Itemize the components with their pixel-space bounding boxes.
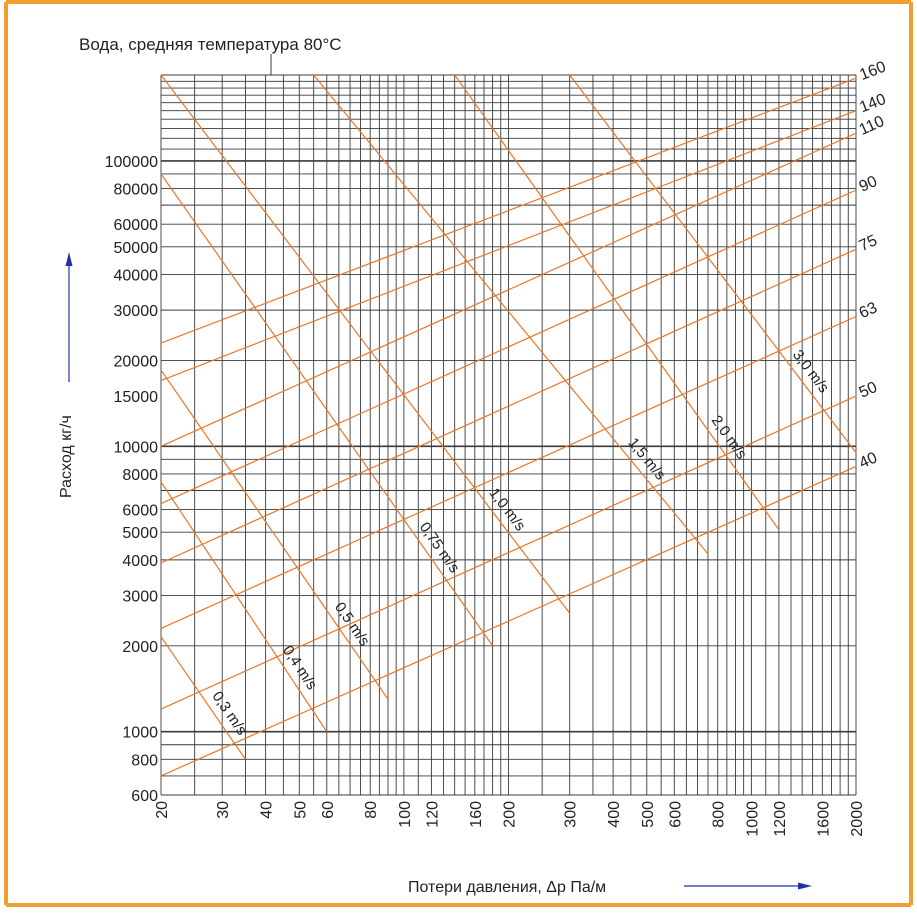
x-axis-label: Потери давления, Δp Па/м xyxy=(408,879,606,896)
velocity-label-3-0-m-s: 3,0 m/s xyxy=(789,347,832,396)
chart-title: Вода, средняя температура 80°C xyxy=(79,35,342,54)
y-tick-labels: 600 800 1000 2000 3000 4000 5000 6000 8000 10000 1… xyxy=(105,154,158,805)
y-axis-arrow xyxy=(65,252,73,382)
y-tick-label-50000: 50000 xyxy=(114,240,159,257)
diameter-label-90: 90 xyxy=(857,173,880,196)
y-tick-label-100000: 100000 xyxy=(105,154,158,171)
x-tick-label-400: 400 xyxy=(606,801,623,828)
diameter-line-140 xyxy=(160,110,857,382)
y-tick-label-5000: 5000 xyxy=(122,525,158,542)
velocity-line-1-0-m-s xyxy=(160,74,571,614)
diameter-line-160 xyxy=(160,77,857,344)
y-grid xyxy=(161,74,856,796)
velocity-line-2-0-m-s xyxy=(454,74,780,531)
x-tick-label-160: 160 xyxy=(468,801,485,828)
x-tick-label-50: 50 xyxy=(292,801,309,819)
x-tick-label-1600: 1600 xyxy=(815,801,832,837)
y-tick-label-40000: 40000 xyxy=(114,267,159,284)
y-tick-label-800: 800 xyxy=(131,752,158,769)
y-tick-label-4000: 4000 xyxy=(122,553,158,570)
diameter-label-63: 63 xyxy=(857,299,880,322)
diameter-label-140: 140 xyxy=(857,91,888,117)
x-axis-arrow xyxy=(684,882,812,890)
velocity-line-0-3-m-s xyxy=(160,636,246,760)
x-tick-label-800: 800 xyxy=(711,801,728,828)
x-tick-label-80: 80 xyxy=(363,801,380,819)
y-tick-label-30000: 30000 xyxy=(114,303,159,320)
velocity-line-0-75-m-s xyxy=(160,173,494,647)
y-tick-label-8000: 8000 xyxy=(122,467,158,484)
diameter-label-50: 50 xyxy=(857,379,880,402)
x-tick-label-200: 200 xyxy=(502,801,519,828)
diameter-label-110: 110 xyxy=(857,113,887,139)
y-tick-label-3000: 3000 xyxy=(122,589,158,606)
velocity-label-0-5-m-s: 0,5 m/s xyxy=(331,599,373,649)
diameter-line-40 xyxy=(160,465,857,777)
diameter-line-90 xyxy=(160,189,857,505)
diameter-label-40: 40 xyxy=(857,449,880,472)
x-tick-label-1200: 1200 xyxy=(772,801,789,837)
y-tick-label-80000: 80000 xyxy=(114,182,159,199)
x-tick-label-30: 30 xyxy=(215,801,232,819)
series-layer xyxy=(160,74,857,777)
x-tick-label-60: 60 xyxy=(320,801,337,819)
y-tick-label-6000: 6000 xyxy=(122,503,158,520)
diameter-label-75: 75 xyxy=(857,232,880,255)
x-tick-label-300: 300 xyxy=(563,801,580,828)
y-tick-label-2000: 2000 xyxy=(122,639,158,656)
x-grid xyxy=(160,75,857,795)
diameter-line-75 xyxy=(160,248,857,564)
x-tick-label-20: 20 xyxy=(154,801,171,819)
velocity-line-0-4-m-s xyxy=(160,481,328,733)
x-tick-label-120: 120 xyxy=(424,801,441,828)
y-tick-label-60000: 60000 xyxy=(114,217,159,234)
x-tick-labels: 20 30 40 50 60 80 100 120 160 200 300 400 500 600 800 1… xyxy=(154,801,866,837)
x-tick-label-600: 600 xyxy=(667,801,684,828)
velocity-line-1-5-m-s xyxy=(313,74,709,555)
y-tick-label-15000: 15000 xyxy=(114,389,159,406)
x-tick-label-100: 100 xyxy=(397,801,414,828)
x-tick-label-40: 40 xyxy=(259,801,276,819)
velocity-line-0-5-m-s xyxy=(160,369,389,700)
y-axis-label: Расход кг/ч xyxy=(58,415,75,498)
y-tick-label-10000: 10000 xyxy=(114,439,159,456)
diameter-line-110 xyxy=(160,132,857,447)
diameter-label-160: 160 xyxy=(857,58,888,83)
x-tick-label-2000: 2000 xyxy=(849,801,866,837)
x-tick-label-500: 500 xyxy=(640,801,657,828)
x-tick-label-1000: 1000 xyxy=(744,801,761,837)
y-tick-label-1000: 1000 xyxy=(122,725,158,742)
velocity-line-3-0-m-s xyxy=(569,74,857,454)
y-tick-label-600: 600 xyxy=(131,788,158,805)
decorative-border xyxy=(4,0,913,907)
y-tick-label-20000: 20000 xyxy=(114,353,159,370)
diameter-line-63 xyxy=(160,315,857,630)
